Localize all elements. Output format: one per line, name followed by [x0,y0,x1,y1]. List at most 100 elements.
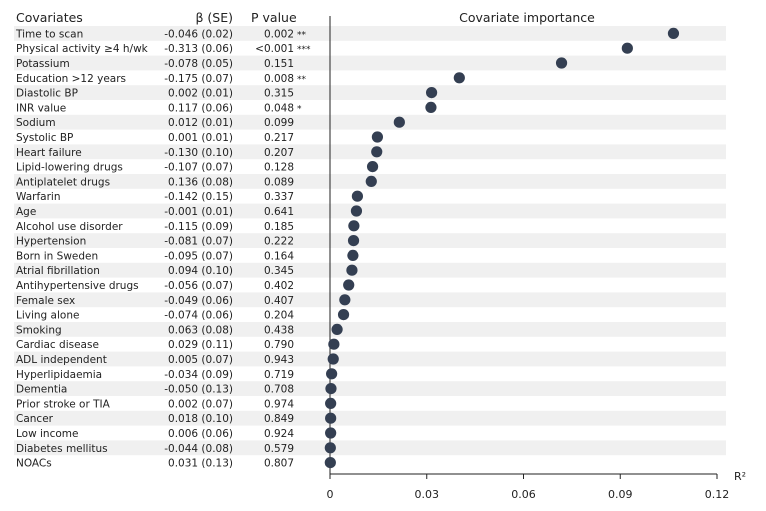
header-covariates: Covariates [16,10,83,25]
importance-point [346,264,358,276]
x-tick-label: 0.06 [511,488,536,501]
covariate-label: Hypertension [16,236,86,248]
header-pvalue: P value [251,10,297,25]
p-value: 0.185 [264,221,294,233]
row-stripe [14,144,726,160]
p-value: <0.001 [255,43,294,55]
p-value: 0.222 [264,236,294,248]
beta-se-value: 0.001 (0.01) [168,132,233,144]
importance-point [667,27,680,39]
covariate-label: Prior stroke or TIA [16,398,111,410]
beta-se-value: -0.044 (0.08) [164,443,233,455]
significance-stars: *** [297,45,311,55]
covariate-label: Atrial fibrillation [16,265,100,277]
x-axis-label: R² [734,470,746,483]
covariate-label: Dementia [16,384,67,396]
covariate-label: Living alone [16,310,79,322]
p-value: 0.849 [264,413,294,425]
covariate-label: Female sex [16,295,75,307]
covariate-label: Physical activity ≥4 h/wk [16,43,149,55]
beta-se-value: 0.006 (0.06) [168,428,233,440]
importance-point [351,190,364,202]
beta-se-value: 0.002 (0.07) [168,398,233,410]
significance-stars: ** [297,75,307,85]
beta-se-value: -0.056 (0.07) [164,280,233,292]
row-stripe [14,440,726,456]
covariate-label: Antihypertensive drugs [16,280,139,292]
beta-se-value: -0.175 (0.07) [164,73,233,85]
covariate-label: Diastolic BP [16,88,78,100]
p-value: 0.128 [264,162,294,174]
beta-se-value: 0.029 (0.11) [168,339,233,351]
importance-point [393,116,405,128]
row-stripe [14,26,726,41]
p-value: 0.579 [264,443,294,455]
covariate-table: Time to scan -0.046 (0.02) 0.002 **Physical… [15,28,311,469]
row-stripe [14,381,726,396]
covariate-label: Hyperlipidaemia [16,369,102,381]
row-stripes [14,26,726,456]
beta-se-value: -0.081 (0.07) [164,236,233,248]
row-stripe [14,85,726,100]
beta-se-value: -0.046 (0.02) [164,28,233,40]
importance-point [325,397,337,409]
significance-stars: ** [297,30,307,40]
covariate-label: Sodium [16,117,56,129]
beta-se-value: -0.095 (0.07) [164,250,233,262]
covariate-label: Age [16,206,36,218]
p-value: 0.207 [264,147,294,159]
importance-point [325,383,337,395]
importance-point [371,146,383,158]
covariate-label: Low income [16,428,78,440]
importance-point [325,412,337,424]
p-value: 0.164 [264,250,294,262]
importance-point [425,101,437,113]
p-value: 0.924 [264,428,294,440]
p-value: 0.204 [264,310,294,322]
p-value: 0.438 [264,324,294,336]
importance-point [324,442,336,454]
beta-se-value: -0.049 (0.06) [164,295,233,307]
row-stripe [14,233,726,248]
beta-se-value: 0.117 (0.06) [168,102,233,114]
p-value: 0.943 [264,354,294,366]
beta-se-value: -0.074 (0.06) [164,310,233,322]
p-value: 0.407 [264,295,294,307]
covariate-label: Time to scan [15,28,83,40]
x-axis-ticks: 0 0.03 0.06 0.09 0.12 [327,474,729,501]
beta-se-value: 0.012 (0.01) [168,117,233,129]
beta-se-value: -0.130 (0.10) [164,147,233,159]
covariate-label: NOACs [16,458,52,470]
beta-se-value: 0.005 (0.07) [168,354,233,366]
row-stripe [14,292,726,308]
importance-point [347,235,360,247]
row-stripe [14,351,726,367]
importance-point [348,220,360,232]
covariate-label: Cancer [16,413,54,425]
p-value: 0.402 [264,280,294,292]
importance-point [365,175,377,187]
beta-se-value: -0.313 (0.06) [164,43,233,55]
x-tick-label: 0.09 [608,488,633,501]
importance-point [343,279,355,291]
covariate-label: Warfarin [16,191,60,203]
importance-point [339,294,351,306]
importance-point [324,457,336,469]
covariate-label: Alcohol use disorder [16,221,123,233]
covariate-label: Heart failure [16,147,82,159]
covariate-label: Diabetes mellitus [16,443,108,455]
importance-point [371,131,384,143]
p-value: 0.048 [264,102,294,114]
beta-se-value: -0.115 (0.09) [164,221,233,233]
importance-point [350,205,363,217]
beta-se-value: -0.001 (0.01) [164,206,233,218]
x-tick-label: 0 [327,488,334,501]
importance-point [425,87,438,99]
importance-point [327,353,339,365]
importance-point [325,427,337,439]
importance-point [328,338,340,350]
p-value: 0.089 [264,176,294,188]
beta-se-value: -0.050 (0.13) [164,384,233,396]
p-value: 0.151 [264,58,294,70]
